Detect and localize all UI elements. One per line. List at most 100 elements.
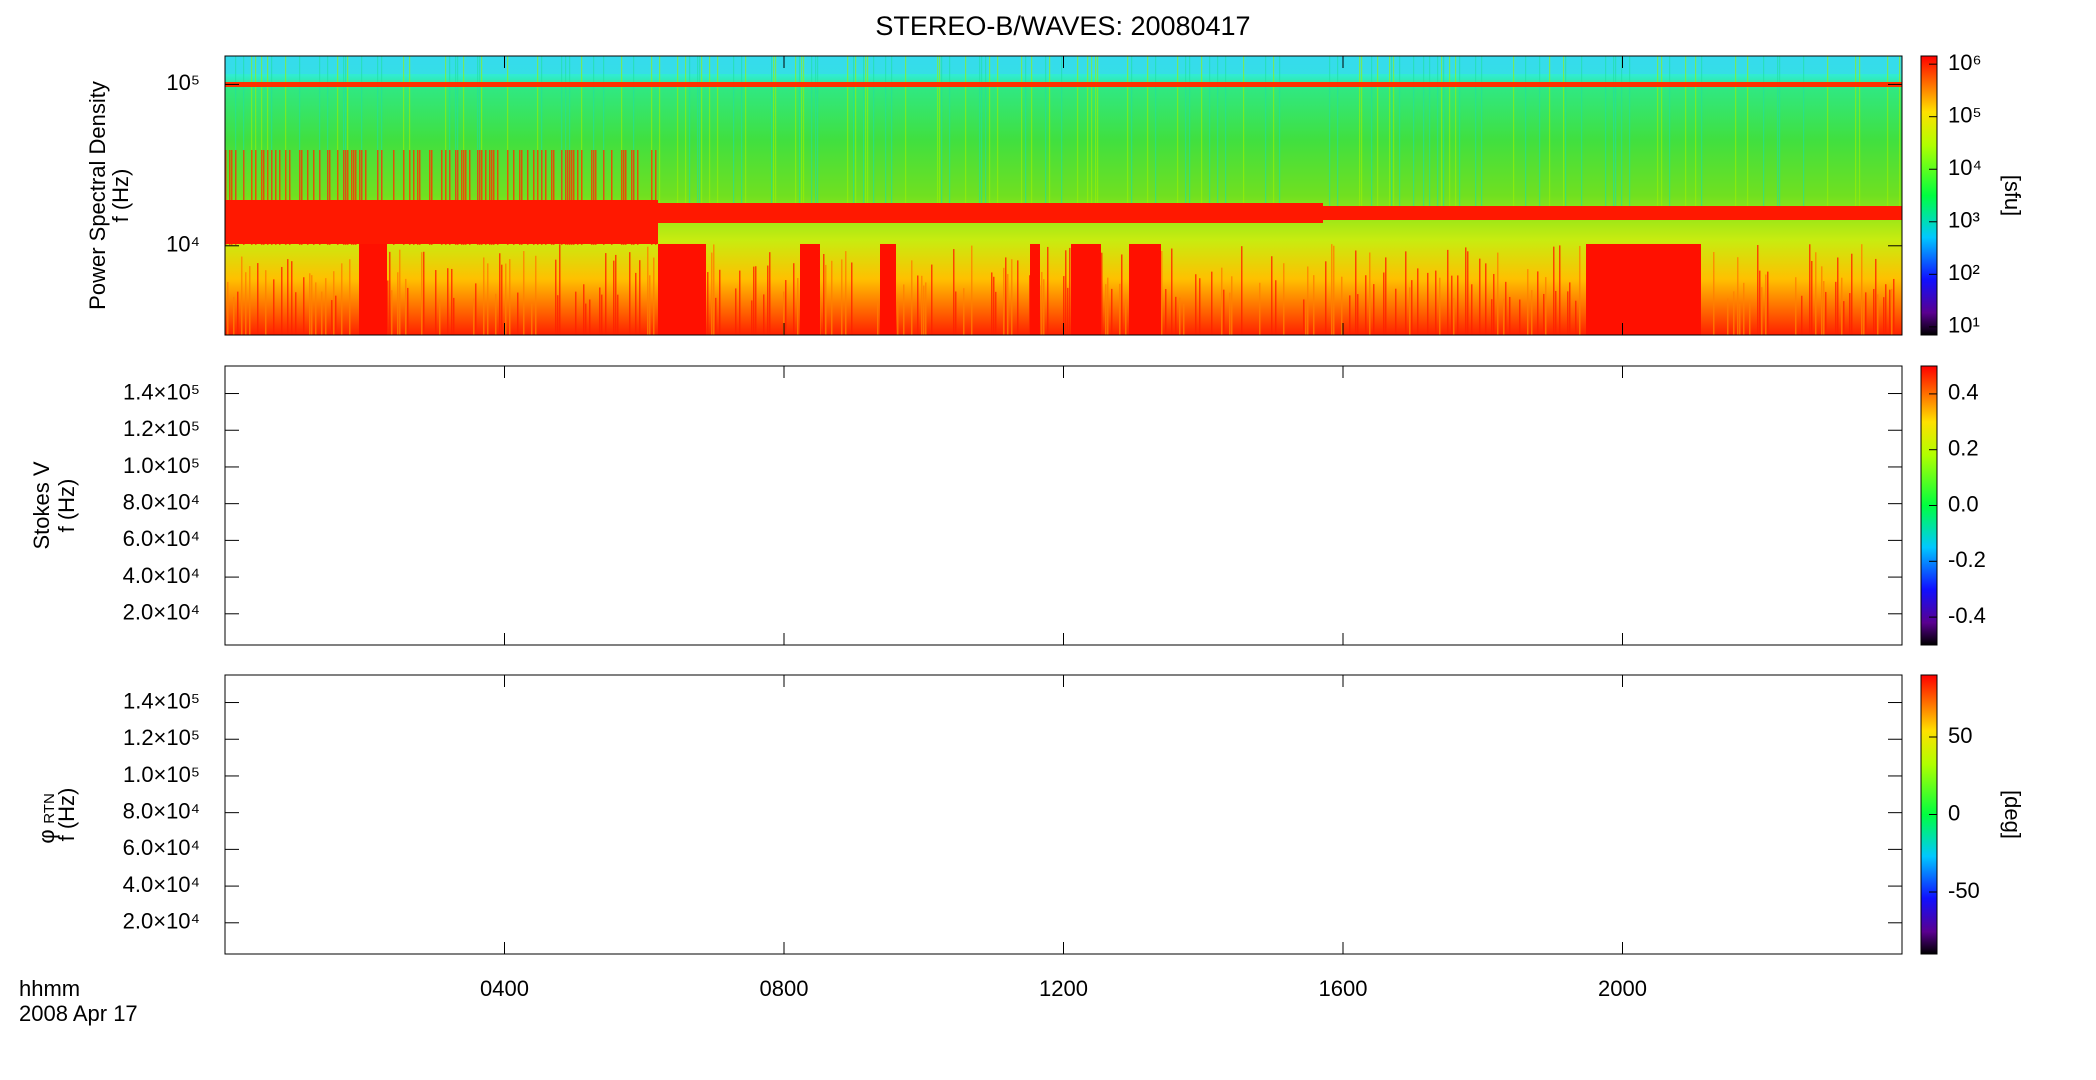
texture <box>1889 289 1891 335</box>
texture <box>1165 289 1167 335</box>
texture <box>1359 56 1361 216</box>
texture <box>505 263 507 335</box>
texture <box>1229 292 1231 335</box>
x-tick-label: 2000 <box>1598 976 1647 1001</box>
texture <box>617 294 619 335</box>
texture <box>1513 56 1515 216</box>
panel-frame <box>224 365 1903 646</box>
texture <box>1581 56 1583 216</box>
texture <box>441 150 443 245</box>
texture <box>1243 56 1245 216</box>
texture <box>905 56 907 216</box>
texture <box>1465 247 1467 335</box>
texture <box>409 56 411 216</box>
texture <box>1043 279 1045 335</box>
texture <box>1439 277 1441 335</box>
texture <box>301 150 303 245</box>
texture <box>711 252 713 335</box>
texture <box>633 56 635 216</box>
texture <box>245 272 247 335</box>
texture <box>1357 294 1359 335</box>
texture <box>393 150 395 245</box>
texture <box>769 252 771 335</box>
texture <box>1471 284 1473 335</box>
texture <box>313 150 315 245</box>
texture <box>485 150 487 245</box>
colorbar-tick-label: -50 <box>1948 878 1980 903</box>
texture <box>1823 281 1825 335</box>
texture <box>1041 272 1043 335</box>
texture <box>733 56 735 216</box>
texture <box>1275 280 1277 335</box>
texture <box>1865 292 1867 335</box>
texture <box>1579 245 1581 335</box>
texture <box>1899 56 1901 216</box>
texture <box>225 150 227 245</box>
texture <box>1007 274 1009 335</box>
texture <box>1475 56 1477 216</box>
texture <box>347 56 349 216</box>
texture <box>331 300 333 335</box>
texture <box>429 150 431 245</box>
texture <box>1539 56 1541 216</box>
texture <box>1737 257 1739 335</box>
x-tick-label: 1200 <box>1039 976 1088 1001</box>
texture <box>767 265 769 335</box>
texture <box>658 203 1323 223</box>
texture <box>713 244 715 335</box>
texture <box>1029 275 1031 335</box>
texture <box>1459 56 1461 216</box>
texture <box>251 150 253 245</box>
texture <box>1087 56 1089 216</box>
texture <box>353 150 355 245</box>
texture <box>775 56 777 216</box>
texture <box>1030 244 1040 335</box>
texture <box>689 56 691 216</box>
texture <box>1537 271 1539 335</box>
texture <box>521 150 523 245</box>
texture <box>1861 244 1863 335</box>
texture <box>941 56 943 216</box>
y-tick-label: 2.0×10⁴ <box>123 600 200 625</box>
texture <box>567 150 569 245</box>
texture <box>327 56 329 216</box>
texture <box>755 266 757 335</box>
colorbar-tick-label: 0.4 <box>1948 380 1979 405</box>
y-tick-label: 1.2×10⁵ <box>123 416 200 441</box>
colorbar-tick-label: -0.4 <box>1948 603 1986 628</box>
texture <box>249 266 251 335</box>
texture <box>1111 288 1113 335</box>
texture <box>1525 56 1527 216</box>
texture <box>1195 274 1197 335</box>
texture <box>963 288 965 335</box>
texture <box>1553 246 1555 335</box>
texture <box>495 293 497 335</box>
texture <box>1519 299 1521 335</box>
texture <box>635 272 637 335</box>
texture <box>799 56 801 216</box>
texture <box>479 56 481 216</box>
texture <box>1183 303 1185 335</box>
texture <box>1877 294 1879 335</box>
texture <box>451 268 453 335</box>
texture <box>803 56 805 216</box>
colorbar-label: [sfu] <box>2000 175 2025 217</box>
texture <box>613 260 615 335</box>
texture <box>463 56 465 216</box>
texture <box>1447 249 1449 335</box>
texture <box>581 56 583 216</box>
texture <box>623 150 625 245</box>
texture <box>1265 56 1267 216</box>
texture <box>1395 288 1397 335</box>
texture <box>1479 258 1481 335</box>
texture <box>1175 296 1177 335</box>
y-tick-label: 1.0×10⁵ <box>123 453 200 478</box>
texture <box>925 282 927 335</box>
texture <box>575 291 577 335</box>
texture <box>801 56 803 216</box>
texture <box>1567 291 1569 335</box>
texture <box>1313 275 1315 335</box>
y-axis-label: φ <box>34 829 59 843</box>
texture <box>651 56 653 216</box>
texture <box>1701 56 1703 216</box>
